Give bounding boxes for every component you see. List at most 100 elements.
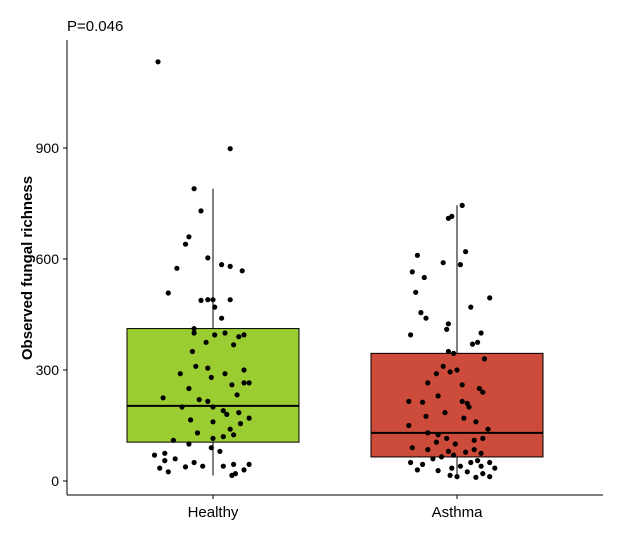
data-point-healthy-58 [217, 448, 223, 454]
data-point-healthy-6 [174, 265, 180, 271]
data-point-asthma-43 [425, 430, 431, 436]
data-point-asthma-9 [413, 289, 419, 295]
data-point-asthma-10 [487, 295, 493, 301]
data-point-asthma-7 [409, 269, 415, 275]
data-point-healthy-5 [182, 241, 189, 247]
box-healthy [126, 188, 300, 476]
data-point-asthma-21 [451, 350, 457, 356]
data-point-asthma-8 [421, 274, 427, 281]
data-point-healthy-35 [229, 382, 235, 388]
data-point-healthy-65 [231, 461, 237, 467]
data-point-asthma-65 [478, 463, 484, 469]
data-point-asthma-36 [466, 404, 472, 410]
data-point-healthy-71 [165, 469, 171, 475]
data-point-asthma-75 [473, 474, 479, 480]
data-point-asthma-53 [445, 448, 451, 454]
data-point-healthy-41 [210, 404, 216, 410]
data-point-healthy-3 [198, 208, 204, 214]
data-point-healthy-52 [231, 432, 237, 438]
data-point-healthy-56 [186, 441, 192, 447]
data-point-healthy-53 [220, 434, 226, 440]
data-point-asthma-45 [480, 435, 486, 441]
data-point-asthma-0 [459, 202, 465, 208]
data-point-asthma-37 [442, 410, 448, 416]
data-point-asthma-13 [423, 315, 429, 321]
data-point-healthy-8 [219, 262, 225, 268]
data-point-asthma-54 [463, 449, 469, 455]
data-point-asthma-44 [435, 432, 441, 438]
data-point-healthy-40 [205, 398, 211, 404]
data-point-healthy-16 [212, 304, 218, 310]
data-point-asthma-42 [485, 426, 491, 432]
y-tick-label-0: 0 [51, 473, 59, 489]
data-point-asthma-2 [445, 215, 451, 221]
data-point-asthma-67 [492, 465, 498, 471]
axes: 0 300 600 900 Healthy Asthma [36, 40, 603, 521]
data-point-asthma-29 [476, 385, 482, 392]
box-asthma [370, 205, 544, 478]
data-point-healthy-31 [222, 371, 228, 377]
y-tick-label-900: 900 [36, 140, 60, 156]
data-point-healthy-30 [177, 371, 183, 377]
data-point-healthy-54 [210, 435, 216, 441]
data-point-healthy-64 [246, 461, 252, 467]
data-point-asthma-51 [425, 447, 431, 453]
data-point-healthy-46 [246, 415, 252, 421]
data-point-healthy-47 [188, 417, 194, 423]
data-point-asthma-52 [471, 447, 477, 453]
data-point-asthma-23 [440, 363, 446, 369]
data-point-asthma-40 [473, 419, 479, 425]
data-point-healthy-43 [220, 408, 226, 414]
data-point-healthy-42 [179, 404, 185, 410]
data-point-asthma-22 [481, 356, 488, 362]
data-point-healthy-33 [241, 380, 247, 386]
data-point-healthy-18 [191, 326, 197, 332]
data-point-healthy-67 [200, 463, 206, 469]
data-point-healthy-2 [191, 186, 197, 192]
data-point-asthma-64 [457, 463, 463, 469]
data-point-healthy-28 [205, 365, 211, 371]
iqr-box-healthy [126, 328, 300, 443]
data-point-healthy-0 [155, 59, 161, 65]
data-point-asthma-18 [475, 339, 481, 345]
data-point-healthy-38 [160, 395, 166, 401]
data-point-asthma-59 [475, 458, 481, 464]
data-point-healthy-7 [205, 255, 211, 261]
data-point-asthma-14 [445, 321, 451, 327]
data-point-healthy-70 [241, 467, 247, 473]
data-point-healthy-48 [210, 419, 216, 425]
data-point-asthma-48 [433, 439, 439, 445]
data-point-asthma-66 [449, 465, 455, 471]
data-point-asthma-69 [435, 468, 441, 474]
data-point-asthma-62 [408, 459, 414, 466]
data-point-healthy-25 [231, 342, 237, 348]
data-point-healthy-36 [186, 385, 192, 392]
data-point-healthy-51 [194, 430, 201, 436]
data-point-healthy-29 [241, 367, 247, 373]
y-tick-label-600: 600 [36, 251, 60, 267]
box-groups [126, 188, 544, 478]
data-point-asthma-17 [408, 332, 414, 338]
data-point-asthma-34 [420, 399, 426, 405]
p-value-annotation: P=0.046 [67, 18, 123, 35]
data-point-healthy-73 [229, 472, 235, 478]
data-point-asthma-11 [468, 304, 474, 310]
data-point-healthy-10 [239, 268, 245, 274]
data-point-asthma-46 [444, 435, 450, 441]
data-point-healthy-14 [210, 297, 216, 303]
data-point-asthma-47 [471, 437, 477, 443]
data-point-asthma-31 [435, 393, 441, 399]
data-point-healthy-15 [227, 297, 233, 303]
y-tick-label-300: 300 [36, 362, 60, 378]
data-point-healthy-68 [182, 464, 189, 470]
data-point-asthma-12 [418, 310, 424, 316]
data-point-healthy-69 [157, 465, 163, 471]
data-point-healthy-32 [208, 374, 214, 380]
data-point-asthma-6 [457, 262, 463, 268]
data-point-healthy-24 [203, 339, 209, 345]
data-point-asthma-57 [438, 454, 445, 460]
data-point-asthma-63 [420, 461, 426, 467]
data-point-healthy-21 [241, 332, 247, 338]
